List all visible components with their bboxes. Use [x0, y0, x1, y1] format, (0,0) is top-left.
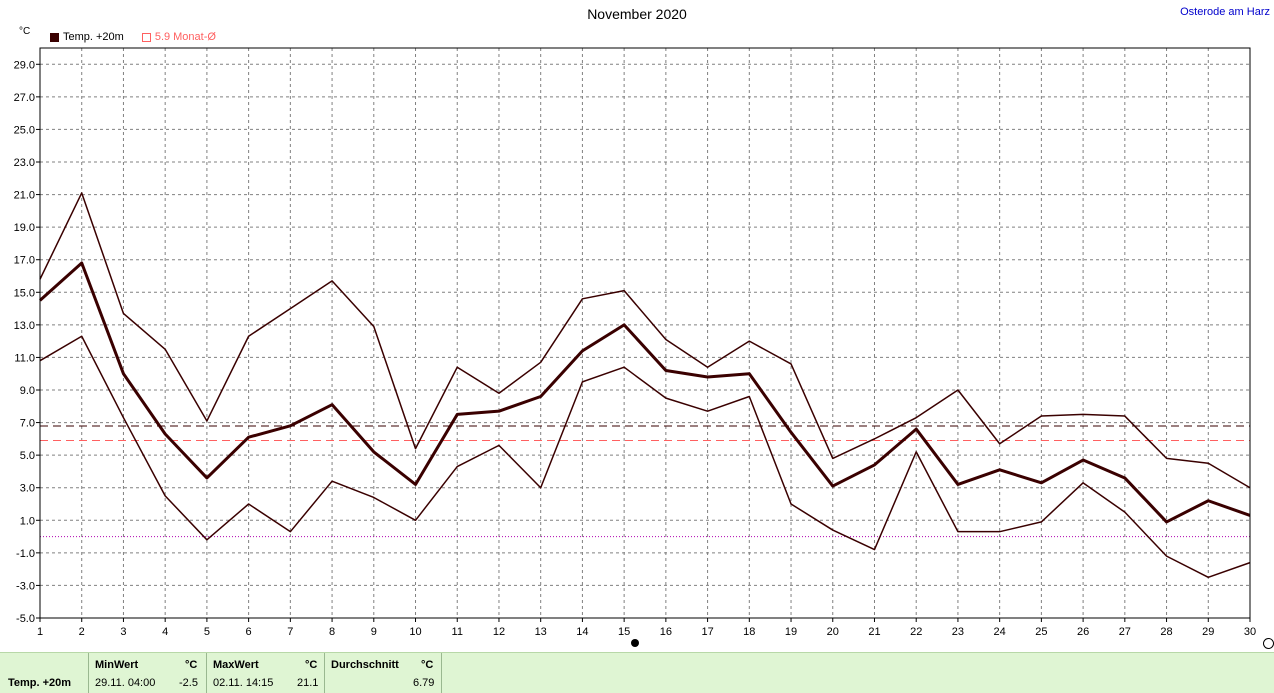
- series-line-mean: [38, 261, 1251, 524]
- legend-swatch-avg: [141, 32, 151, 42]
- chart-legend: Temp. +20m 5.9 Monat-Ø: [50, 31, 216, 43]
- legend-label-temp: Temp. +20m: [63, 31, 124, 43]
- footer-min-block: MinWert °C 29.11. 04:00 -2.5: [88, 653, 207, 693]
- legend-item-temp[interactable]: Temp. +20m: [50, 31, 124, 43]
- x-tick-label: 12: [493, 626, 505, 638]
- y-tick-label: 7.0: [20, 418, 35, 430]
- y-tick-label: 3.0: [20, 483, 35, 495]
- footer-max-value: 21.1: [297, 677, 319, 689]
- footer-min-unit: °C: [185, 659, 198, 671]
- series-line-min: [39, 335, 1251, 579]
- y-tick-label: -3.0: [16, 580, 35, 592]
- series-lines: [38, 192, 1251, 579]
- temperature-chart: -5.0 -3.0 -1.0 1.0 3.0 5.0 7.0 9.0 11.0 13.0 15.0 1…: [14, 47, 1256, 638]
- x-tick-label: 13: [535, 626, 547, 638]
- footer-min-header: MinWert: [95, 659, 139, 671]
- x-tick-label: 9: [371, 626, 377, 638]
- x-tick-labels: 1 2 3 4 5 6 7 8 9 10 11 12 13 14 15 16 17 18 19 20 21 22 23 24 2…: [37, 618, 1256, 638]
- x-tick-label: 22: [910, 626, 922, 638]
- chart-grid: [40, 48, 1250, 618]
- stats-footer: Temp. +20m MinWert °C 29.11. 04:00 -2.5 …: [0, 652, 1274, 693]
- y-tick-label: 25.0: [14, 124, 35, 136]
- y-tick-label: -1.0: [16, 548, 35, 560]
- footer-series-name: Temp. +20m: [8, 677, 72, 689]
- footer-max-block: MaxWert °C 02.11. 14:15 21.1: [206, 653, 325, 693]
- x-tick-label: 10: [409, 626, 421, 638]
- x-tick-label: 7: [287, 626, 293, 638]
- x-tick-label: 23: [952, 626, 964, 638]
- x-tick-label: 5: [204, 626, 210, 638]
- y-tick-label: 27.0: [14, 92, 35, 104]
- y-tick-label: -5.0: [16, 613, 35, 625]
- legend-swatch-temp: [50, 32, 59, 42]
- x-tick-label: 3: [120, 626, 126, 638]
- x-tick-label: 18: [743, 626, 755, 638]
- y-tick-label: 11.0: [14, 352, 35, 364]
- legend-avg-value: 5.9: [154, 31, 171, 43]
- chart-title: November 2020: [587, 6, 687, 22]
- footer-max-header: MaxWert: [213, 659, 259, 671]
- footer-avg-header: Durchschnitt: [331, 659, 399, 671]
- footer-max-datetime: 02.11. 14:15: [213, 677, 274, 689]
- x-tick-label: 25: [1035, 626, 1047, 638]
- series-line-max: [39, 192, 1251, 489]
- y-tick-label: 13.0: [14, 320, 35, 332]
- footer-avg-unit: °C: [421, 659, 434, 671]
- x-tick-label: 30: [1244, 626, 1256, 638]
- y-tick-label: 9.0: [20, 385, 35, 397]
- x-tick-label: 11: [452, 626, 463, 638]
- y-axis-unit: °C: [19, 26, 31, 37]
- y-tick-labels: -5.0 -3.0 -1.0 1.0 3.0 5.0 7.0 9.0 11.0 13.0 15.0 1…: [14, 59, 40, 625]
- footer-max-unit: °C: [305, 659, 318, 671]
- location-link[interactable]: Osterode am Harz: [1180, 6, 1270, 18]
- x-tick-label: 26: [1077, 626, 1089, 638]
- plot-frame: [39, 47, 1251, 619]
- x-tick-label: 4: [162, 626, 168, 638]
- x-tick-label: 14: [576, 626, 588, 638]
- y-tick-label: 29.0: [14, 59, 35, 71]
- legend-item-avg[interactable]: 5.9 Monat-Ø: [141, 31, 216, 43]
- footer-avg-block: Durchschnitt °C 6.79: [324, 653, 442, 693]
- scroll-marker-icon[interactable]: [631, 639, 639, 647]
- x-tick-label: 2: [79, 626, 85, 638]
- y-tick-label: 19.0: [14, 222, 35, 234]
- footer-min-value: -2.5: [179, 677, 198, 689]
- y-tick-label: 5.0: [20, 450, 35, 462]
- y-tick-label: 1.0: [20, 515, 35, 527]
- x-tick-label: 16: [660, 626, 672, 638]
- x-tick-label: 15: [618, 626, 630, 638]
- x-tick-label: 6: [246, 626, 252, 638]
- scroll-end-icon[interactable]: [1263, 638, 1274, 649]
- reference-lines: [40, 425, 1250, 538]
- x-tick-label: 28: [1160, 626, 1172, 638]
- x-tick-label: 29: [1202, 626, 1214, 638]
- y-tick-label: 21.0: [14, 190, 35, 202]
- x-tick-label: 8: [329, 626, 335, 638]
- x-tick-label: 27: [1119, 626, 1131, 638]
- y-tick-label: 23.0: [14, 157, 35, 169]
- x-tick-label: 1: [37, 626, 43, 638]
- footer-avg-value: 6.79: [413, 677, 435, 689]
- y-tick-label: 17.0: [14, 255, 35, 267]
- x-tick-label: 24: [994, 626, 1006, 638]
- x-tick-label: 17: [701, 626, 713, 638]
- x-tick-label: 21: [868, 626, 880, 638]
- x-tick-label: 20: [827, 626, 839, 638]
- x-tick-label: 19: [785, 626, 797, 638]
- footer-min-datetime: 29.11. 04:00: [95, 677, 156, 689]
- legend-avg-label: Monat-Ø: [173, 31, 216, 43]
- y-tick-label: 15.0: [14, 287, 35, 299]
